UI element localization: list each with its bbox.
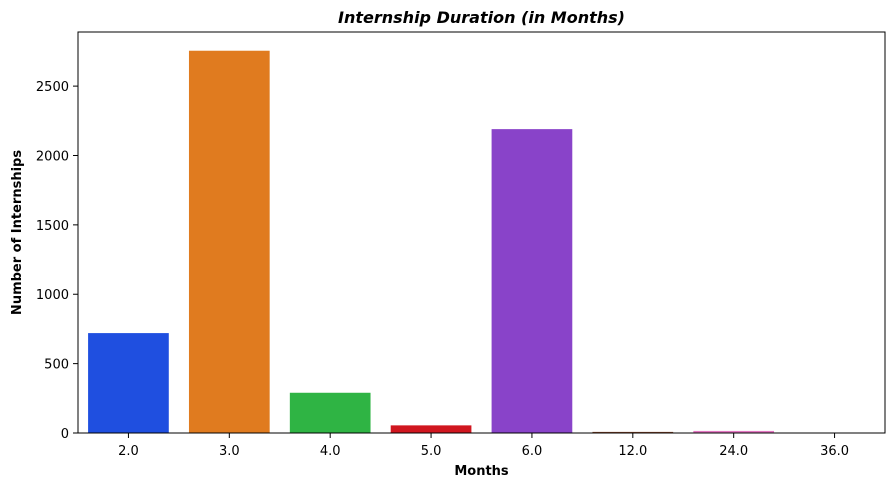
bar-3.0 xyxy=(188,50,270,433)
y-tick-label: 0 xyxy=(61,427,69,442)
x-tick-label: 24.0 xyxy=(719,444,748,459)
x-tick-label: 12.0 xyxy=(618,444,647,459)
plot-frame xyxy=(77,31,886,434)
x-tick-label: 6.0 xyxy=(522,444,543,459)
bars-group xyxy=(88,50,875,433)
bar-6.0 xyxy=(491,129,573,433)
bar-4.0 xyxy=(289,392,371,433)
chart-title: Internship Duration (in Months) xyxy=(338,8,625,27)
y-tick-label: 1500 xyxy=(36,219,69,234)
x-tick-label: 3.0 xyxy=(219,444,240,459)
x-axis: 2.0 3.0 4.0 5.0 6.0 12.0 24.0 36.0 xyxy=(118,433,849,459)
bar-12.0 xyxy=(592,431,674,433)
x-tick-label: 4.0 xyxy=(320,444,341,459)
x-tick-label: 5.0 xyxy=(421,444,442,459)
y-tick-label: 2500 xyxy=(36,80,69,95)
y-axis-title: Number of Internships xyxy=(10,150,25,315)
x-tick-label: 36.0 xyxy=(820,444,849,459)
y-tick-label: 2000 xyxy=(36,149,69,164)
bar-2.0 xyxy=(88,333,169,433)
bar-24.0 xyxy=(693,430,775,433)
y-tick-label: 1000 xyxy=(36,288,69,303)
x-axis-title: Months xyxy=(454,464,509,479)
y-axis: 0 500 1000 1500 2000 2500 xyxy=(36,80,78,442)
bar-5.0 xyxy=(390,425,472,433)
y-tick-label: 500 xyxy=(44,358,69,373)
x-tick-label: 2.0 xyxy=(118,444,139,459)
